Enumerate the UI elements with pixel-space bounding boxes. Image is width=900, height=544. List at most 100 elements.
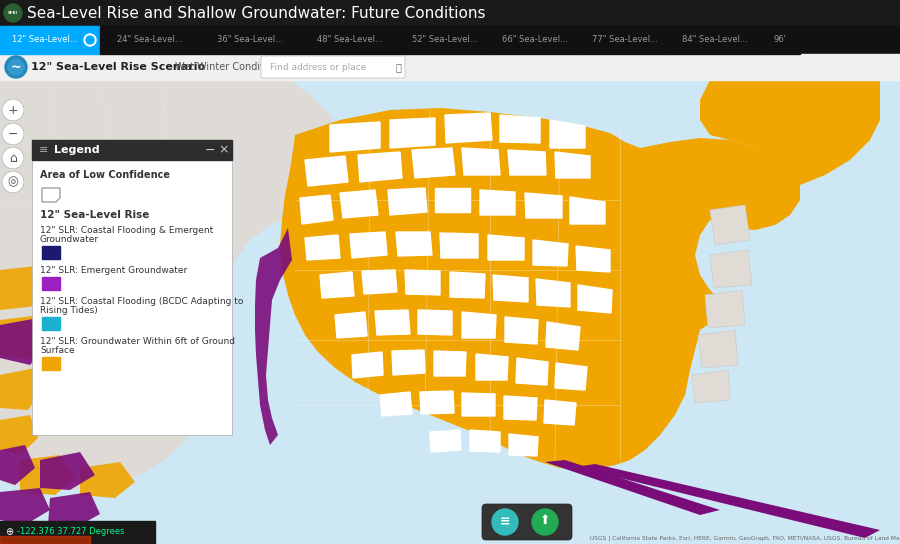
Circle shape: [4, 4, 22, 22]
Bar: [0, 26, 900, 54]
Bar: [42, 277, 60, 290]
Polygon shape: [440, 233, 478, 258]
Polygon shape: [375, 310, 410, 335]
Polygon shape: [280, 108, 800, 470]
Text: USGS | California State Parks, Esri, HERE, Garmin, GeoGraph, FAO, METI/NASA, USG: USGS | California State Parks, Esri, HER…: [590, 535, 900, 541]
Text: ~: ~: [11, 60, 22, 73]
Circle shape: [86, 36, 94, 44]
Polygon shape: [48, 492, 100, 528]
Text: 12" SLR: Coastal Flooding & Emergent: 12" SLR: Coastal Flooding & Emergent: [40, 226, 213, 235]
Text: ≡: ≡: [500, 516, 510, 529]
Polygon shape: [476, 354, 508, 380]
Text: 🔍: 🔍: [396, 62, 402, 72]
Polygon shape: [692, 370, 730, 403]
Bar: [5, 3, 19, 23]
Bar: [580, 26, 670, 54]
Circle shape: [2, 123, 24, 145]
Text: 36" Sea-Level...: 36" Sea-Level...: [217, 35, 283, 45]
Circle shape: [84, 34, 96, 46]
Bar: [0, 54, 900, 80]
Polygon shape: [430, 430, 461, 452]
Bar: [0, 0, 900, 26]
FancyBboxPatch shape: [261, 56, 405, 78]
Polygon shape: [255, 228, 292, 445]
Text: Find address or place: Find address or place: [270, 63, 366, 71]
Polygon shape: [500, 115, 540, 143]
Text: 12" SLR: Emergent Groundwater: 12" SLR: Emergent Groundwater: [40, 266, 187, 275]
Polygon shape: [700, 80, 880, 185]
Polygon shape: [392, 350, 425, 375]
Polygon shape: [412, 148, 455, 178]
Polygon shape: [300, 195, 333, 224]
Bar: [42, 246, 60, 259]
Polygon shape: [493, 275, 528, 302]
Polygon shape: [0, 80, 260, 240]
Bar: [0, 536, 90, 544]
Polygon shape: [358, 152, 402, 182]
Polygon shape: [508, 150, 546, 175]
Polygon shape: [462, 148, 500, 175]
Text: 12" SLR: Groundwater Within 6ft of Ground: 12" SLR: Groundwater Within 6ft of Groun…: [40, 337, 235, 346]
Polygon shape: [434, 351, 466, 376]
FancyBboxPatch shape: [482, 504, 572, 540]
Bar: [300, 26, 400, 54]
Polygon shape: [350, 232, 387, 258]
Bar: [0, 26, 100, 54]
Polygon shape: [396, 232, 432, 256]
Text: ◎: ◎: [7, 176, 18, 189]
Polygon shape: [705, 290, 745, 328]
Polygon shape: [504, 396, 537, 420]
Bar: [100, 26, 200, 54]
Polygon shape: [390, 118, 435, 148]
Text: 96': 96': [774, 35, 787, 45]
Polygon shape: [340, 190, 378, 218]
Text: ≡: ≡: [39, 145, 49, 155]
Circle shape: [492, 509, 518, 535]
Polygon shape: [0, 318, 48, 365]
Polygon shape: [0, 445, 35, 485]
Polygon shape: [0, 488, 50, 525]
Bar: [490, 26, 580, 54]
Bar: [0, 80, 900, 544]
Polygon shape: [555, 152, 590, 178]
Text: Area of Low Confidence: Area of Low Confidence: [40, 170, 170, 180]
Text: 66" Sea-Level...: 66" Sea-Level...: [502, 35, 568, 45]
Polygon shape: [505, 317, 538, 344]
Polygon shape: [305, 156, 348, 186]
Polygon shape: [536, 279, 570, 307]
Polygon shape: [516, 358, 548, 385]
Polygon shape: [462, 312, 496, 338]
Circle shape: [5, 56, 27, 78]
Text: −: −: [205, 144, 215, 157]
Polygon shape: [305, 235, 340, 260]
Text: 84" Sea-Level...: 84" Sea-Level...: [682, 35, 748, 45]
Circle shape: [2, 99, 24, 121]
Circle shape: [532, 509, 558, 535]
Text: 12" Sea-Level...: 12" Sea-Level...: [12, 35, 78, 45]
Text: 48" Sea-Level...: 48" Sea-Level...: [317, 35, 382, 45]
Polygon shape: [418, 310, 452, 335]
Polygon shape: [509, 434, 538, 456]
Circle shape: [2, 171, 24, 193]
Polygon shape: [0, 80, 340, 490]
Polygon shape: [546, 322, 580, 350]
Polygon shape: [525, 193, 562, 218]
Bar: [200, 26, 300, 54]
Text: 12" Sea-Level Rise: 12" Sea-Level Rise: [40, 210, 149, 220]
Text: 12" Sea-Level Rise Scenario: 12" Sea-Level Rise Scenario: [31, 62, 205, 72]
Circle shape: [8, 59, 24, 75]
Bar: [32, 140, 232, 160]
Polygon shape: [330, 122, 380, 152]
Polygon shape: [450, 272, 485, 298]
Polygon shape: [698, 330, 738, 368]
Polygon shape: [545, 460, 720, 515]
Polygon shape: [550, 120, 585, 148]
Text: ⬆: ⬆: [540, 514, 550, 527]
Text: Groundwater: Groundwater: [40, 235, 99, 244]
Bar: [42, 317, 60, 330]
Bar: [0, 521, 155, 544]
Text: SFEI: SFEI: [8, 11, 18, 15]
Polygon shape: [462, 393, 495, 416]
Text: ×: ×: [219, 144, 230, 157]
Text: 52" Sea-Level...: 52" Sea-Level...: [412, 35, 478, 45]
